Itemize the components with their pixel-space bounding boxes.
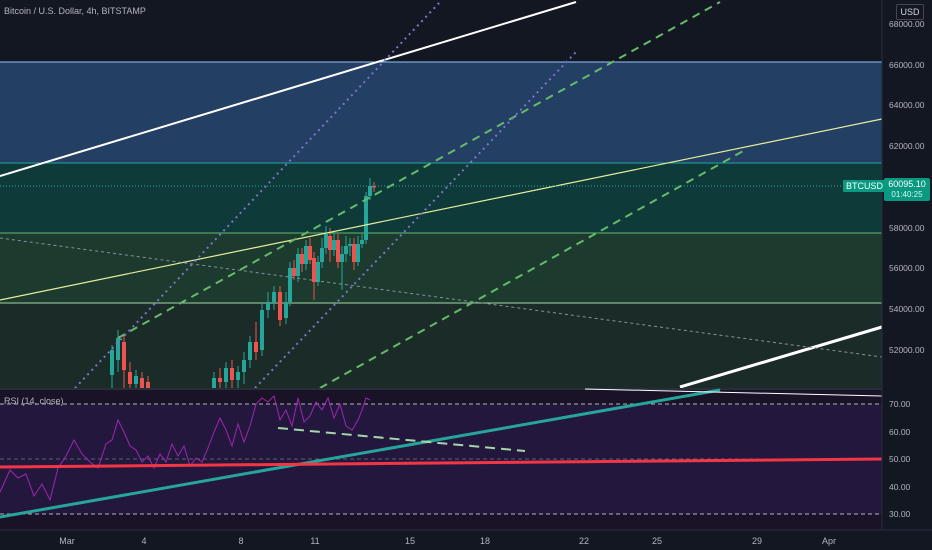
time-axis-label: 29 xyxy=(752,536,762,546)
rsi-trend-white[interactable] xyxy=(584,388,883,397)
time-axis-label: 25 xyxy=(652,536,662,546)
candle-body xyxy=(320,248,324,262)
candle-body xyxy=(254,342,258,352)
price-tag: 60095.10 01:40:25 xyxy=(884,178,930,201)
candle-body xyxy=(212,378,216,388)
time-axis-label: Apr xyxy=(822,536,836,546)
time-axis-label: Mar xyxy=(59,536,75,546)
candle-body xyxy=(248,342,252,360)
candle-body xyxy=(242,360,246,372)
candle-body xyxy=(122,342,126,370)
candle-body xyxy=(332,240,336,250)
candle-body xyxy=(146,382,150,388)
candle-body xyxy=(308,246,312,260)
trendline-gray-dashed[interactable] xyxy=(0,237,883,358)
currency-button[interactable]: USD xyxy=(896,4,924,20)
channel-purple-upper[interactable] xyxy=(74,1,441,389)
trendline-yellow[interactable] xyxy=(0,118,883,301)
candle-body xyxy=(260,310,264,350)
zone-blue xyxy=(0,62,882,163)
candle-body xyxy=(360,240,364,244)
rsi-label[interactable]: RSI (14, close) xyxy=(4,396,64,406)
candle-body xyxy=(344,246,348,254)
candle-body xyxy=(372,186,376,188)
candle-body xyxy=(224,368,228,382)
rsi-axis-label: 60.00 xyxy=(889,427,911,437)
price-axis-label: 68000.00 xyxy=(889,19,925,29)
candle-body xyxy=(128,372,132,384)
symbol-tag: BTCUSD xyxy=(843,180,887,192)
candle-body xyxy=(292,268,296,276)
price-axis-label: 54000.00 xyxy=(889,304,925,314)
candle-body xyxy=(116,338,120,360)
candle-body xyxy=(300,254,304,264)
candle-body xyxy=(296,254,300,276)
time-axis[interactable] xyxy=(0,530,932,550)
rsi-trend-teal[interactable] xyxy=(0,388,721,519)
rsi-trend-green-dashed[interactable] xyxy=(277,427,526,452)
time-axis-label: 8 xyxy=(238,536,243,546)
rsi-line xyxy=(0,395,371,502)
candle-body xyxy=(304,246,308,264)
candle-body xyxy=(278,292,282,320)
candle-body xyxy=(140,378,144,388)
candle-body xyxy=(288,268,292,302)
candle-body xyxy=(266,302,270,310)
candle-body xyxy=(272,292,276,302)
rsi-axis-label: 40.00 xyxy=(889,482,911,492)
price-axis-label: 62000.00 xyxy=(889,141,925,151)
price-axis-label: 66000.00 xyxy=(889,60,925,70)
candle-body xyxy=(340,254,344,262)
price-axis-label: 58000.00 xyxy=(889,223,925,233)
zone-green xyxy=(0,233,882,303)
rsi-axis-label: 70.00 xyxy=(889,399,911,409)
candle-body xyxy=(352,244,356,262)
pane-separator[interactable] xyxy=(0,388,882,390)
candle-body xyxy=(218,378,222,382)
zone-lightgreen xyxy=(0,303,882,388)
time-axis-labels: Mar 4 8 11 15 18 22 25 29 Apr xyxy=(59,536,836,546)
price-axis-label: 56000.00 xyxy=(889,263,925,273)
time-axis-label: 11 xyxy=(310,536,319,546)
time-axis-label: 22 xyxy=(579,536,589,546)
price-axis[interactable] xyxy=(882,0,932,530)
zone-teal xyxy=(0,163,882,233)
channel-green-lower[interactable] xyxy=(319,149,746,389)
candle-body xyxy=(324,234,328,248)
rsi-axis-labels: 70.00 60.00 50.00 40.00 30.00 xyxy=(889,399,911,519)
trendline-white-upper[interactable] xyxy=(0,1,577,177)
channel-green-upper[interactable] xyxy=(117,1,721,339)
time-axis-label: 15 xyxy=(405,536,415,546)
price-axis-label: 64000.00 xyxy=(889,100,925,110)
candle-body xyxy=(356,244,360,262)
candle-body xyxy=(368,186,372,196)
candle-body xyxy=(284,302,288,318)
price-axis-label: 52000.00 xyxy=(889,345,925,355)
candle-body xyxy=(110,350,114,375)
time-axis-label: 4 xyxy=(141,536,146,546)
time-axis-label: 18 xyxy=(480,536,490,546)
trendline-white-lower[interactable] xyxy=(679,325,883,389)
candle-body xyxy=(134,376,138,384)
price-tag-countdown: 01:40:25 xyxy=(891,190,923,199)
rsi-axis-label: 50.00 xyxy=(889,454,911,464)
candle-body xyxy=(236,372,240,380)
candle-body xyxy=(316,262,320,282)
symbol-title[interactable]: Bitcoin / U.S. Dollar, 4h, BITSTAMP xyxy=(4,6,146,16)
rsi-trend-red[interactable] xyxy=(0,457,883,469)
candle-body xyxy=(336,240,340,262)
rsi-axis-label: 30.00 xyxy=(889,509,911,519)
candles xyxy=(110,178,376,388)
candle-body xyxy=(328,236,332,250)
candle-body xyxy=(364,196,368,240)
price-tag-value: 60095.10 xyxy=(888,179,926,189)
candle-body xyxy=(348,244,352,246)
candle-body xyxy=(312,258,316,282)
candle-body xyxy=(230,368,234,380)
